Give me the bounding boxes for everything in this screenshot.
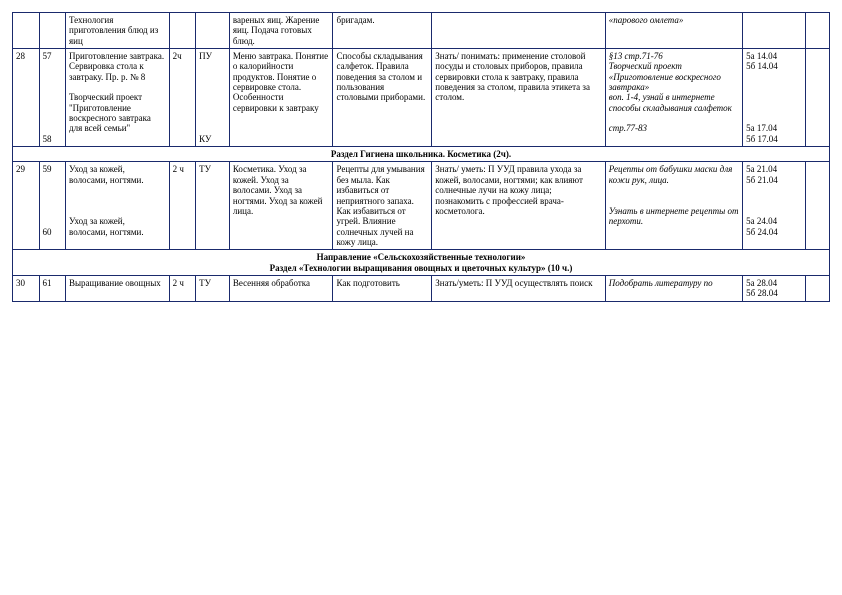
ref: стр.77-83 bbox=[609, 123, 647, 133]
cell: Весенняя обработка bbox=[229, 275, 333, 301]
cell: Как подготовить bbox=[333, 275, 432, 301]
table-row: Технология приготовления блюд из яиц вар… bbox=[13, 13, 830, 49]
date: 5б 24.04 bbox=[746, 227, 778, 237]
section-line: Раздел «Технологии выращивания овощных и… bbox=[270, 263, 573, 273]
cell: Знать/ уметь: П УУД правила ухода за кож… bbox=[432, 162, 606, 250]
cell: 30 bbox=[13, 275, 40, 301]
topic: Уход за кожей, волосами, ногтями. bbox=[69, 164, 144, 184]
cell: Технология приготовления блюд из яиц bbox=[66, 13, 170, 49]
cell: 57 58 bbox=[39, 49, 66, 147]
cell: Способы складывания салфеток. Правила по… bbox=[333, 49, 432, 147]
cell: Косметика. Уход за кожей. Уход за волоса… bbox=[229, 162, 333, 250]
cell: «парового омлета» bbox=[605, 13, 742, 49]
cell: 5а 21.04 5б 21.04 5а 24.04 5б 24.04 bbox=[743, 162, 806, 250]
date: 5б 28.04 bbox=[746, 288, 778, 298]
cell: Приготовление завтрака. Сервировка стола… bbox=[66, 49, 170, 147]
table-row: 29 59 60 Уход за кожей, волосами, ногтям… bbox=[13, 162, 830, 250]
cell: Знать/ понимать: применение столовой пос… bbox=[432, 49, 606, 147]
ref: воп. 1-4, узнай в интернете способы скла… bbox=[609, 92, 732, 112]
curriculum-table: Технология приготовления блюд из яиц вар… bbox=[12, 12, 830, 302]
section-row: Раздел Гигиена школьника. Косметика (2ч)… bbox=[13, 147, 830, 162]
cell: ПУ КУ bbox=[196, 49, 230, 147]
date: 5а 17.04 bbox=[746, 123, 777, 133]
cell: 2 ч bbox=[169, 162, 196, 250]
lesson-num: 57 bbox=[43, 51, 52, 61]
section-title: Направление «Сельскохозяйственные технол… bbox=[13, 250, 830, 276]
cell: Меню завтрака. Понятие о калорийности пр… bbox=[229, 49, 333, 147]
date: 5а 28.04 bbox=[746, 278, 777, 288]
cell: §13 стр.71-76 Творческий проект «Пригото… bbox=[605, 49, 742, 147]
section-line: Направление «Сельскохозяйственные технол… bbox=[317, 252, 526, 262]
cell: 29 bbox=[13, 162, 40, 250]
type: ПУ bbox=[199, 51, 212, 61]
cell: вареных яиц. Жарение яиц. Подача готовых… bbox=[229, 13, 333, 49]
cell: Рецепты для умывания без мыла. Как избав… bbox=[333, 162, 432, 250]
topic: Уход за кожей, волосами, ногтями. bbox=[69, 216, 144, 236]
cell: 5а 28.04 5б 28.04 bbox=[743, 275, 806, 301]
lesson-num: 58 bbox=[43, 134, 52, 144]
cell: ТУ bbox=[196, 162, 230, 250]
cell: ТУ bbox=[196, 275, 230, 301]
ref: Узнать в интернете рецепты от перхоти. bbox=[609, 206, 739, 226]
ref: §13 стр.71-76 bbox=[609, 51, 663, 61]
cell: 28 bbox=[13, 49, 40, 147]
date: 5б 14.04 bbox=[746, 61, 778, 71]
cell: Рецепты от бабушки маски для кожи рук, л… bbox=[605, 162, 742, 250]
cell: 5а 14.04 5б 14.04 5а 17.04 5б 17.04 bbox=[743, 49, 806, 147]
section-title: Раздел Гигиена школьника. Косметика (2ч)… bbox=[13, 147, 830, 162]
cell: 2ч bbox=[169, 49, 196, 147]
cell: Подобрать литературу по bbox=[605, 275, 742, 301]
topic: Творческий проект "Приготовление воскрес… bbox=[69, 92, 151, 133]
date: 5а 14.04 bbox=[746, 51, 777, 61]
lesson-num: 59 bbox=[43, 164, 52, 174]
topic: Приготовление завтрака. Сервировка стола… bbox=[69, 51, 164, 82]
date: 5б 21.04 bbox=[746, 175, 778, 185]
date: 5а 24.04 bbox=[746, 216, 777, 226]
cell: 61 bbox=[39, 275, 66, 301]
cell: Уход за кожей, волосами, ногтями. Уход з… bbox=[66, 162, 170, 250]
table-row: 28 57 58 Приготовление завтрака. Сервиро… bbox=[13, 49, 830, 147]
section-row: Направление «Сельскохозяйственные технол… bbox=[13, 250, 830, 276]
cell: Знать/уметь: П УУД осуществлять поиск bbox=[432, 275, 606, 301]
cell: 59 60 bbox=[39, 162, 66, 250]
date: 5б 17.04 bbox=[746, 134, 778, 144]
ref: Творческий проект «Приготовление воскрес… bbox=[609, 61, 721, 92]
cell: бригадам. bbox=[333, 13, 432, 49]
cell: Выращивание овощных bbox=[66, 275, 170, 301]
type: КУ bbox=[199, 134, 211, 144]
cell: 2 ч bbox=[169, 275, 196, 301]
date: 5а 21.04 bbox=[746, 164, 777, 174]
lesson-num: 60 bbox=[43, 227, 52, 237]
ref: Рецепты от бабушки маски для кожи рук, л… bbox=[609, 164, 733, 184]
table-row: 30 61 Выращивание овощных 2 ч ТУ Весення… bbox=[13, 275, 830, 301]
